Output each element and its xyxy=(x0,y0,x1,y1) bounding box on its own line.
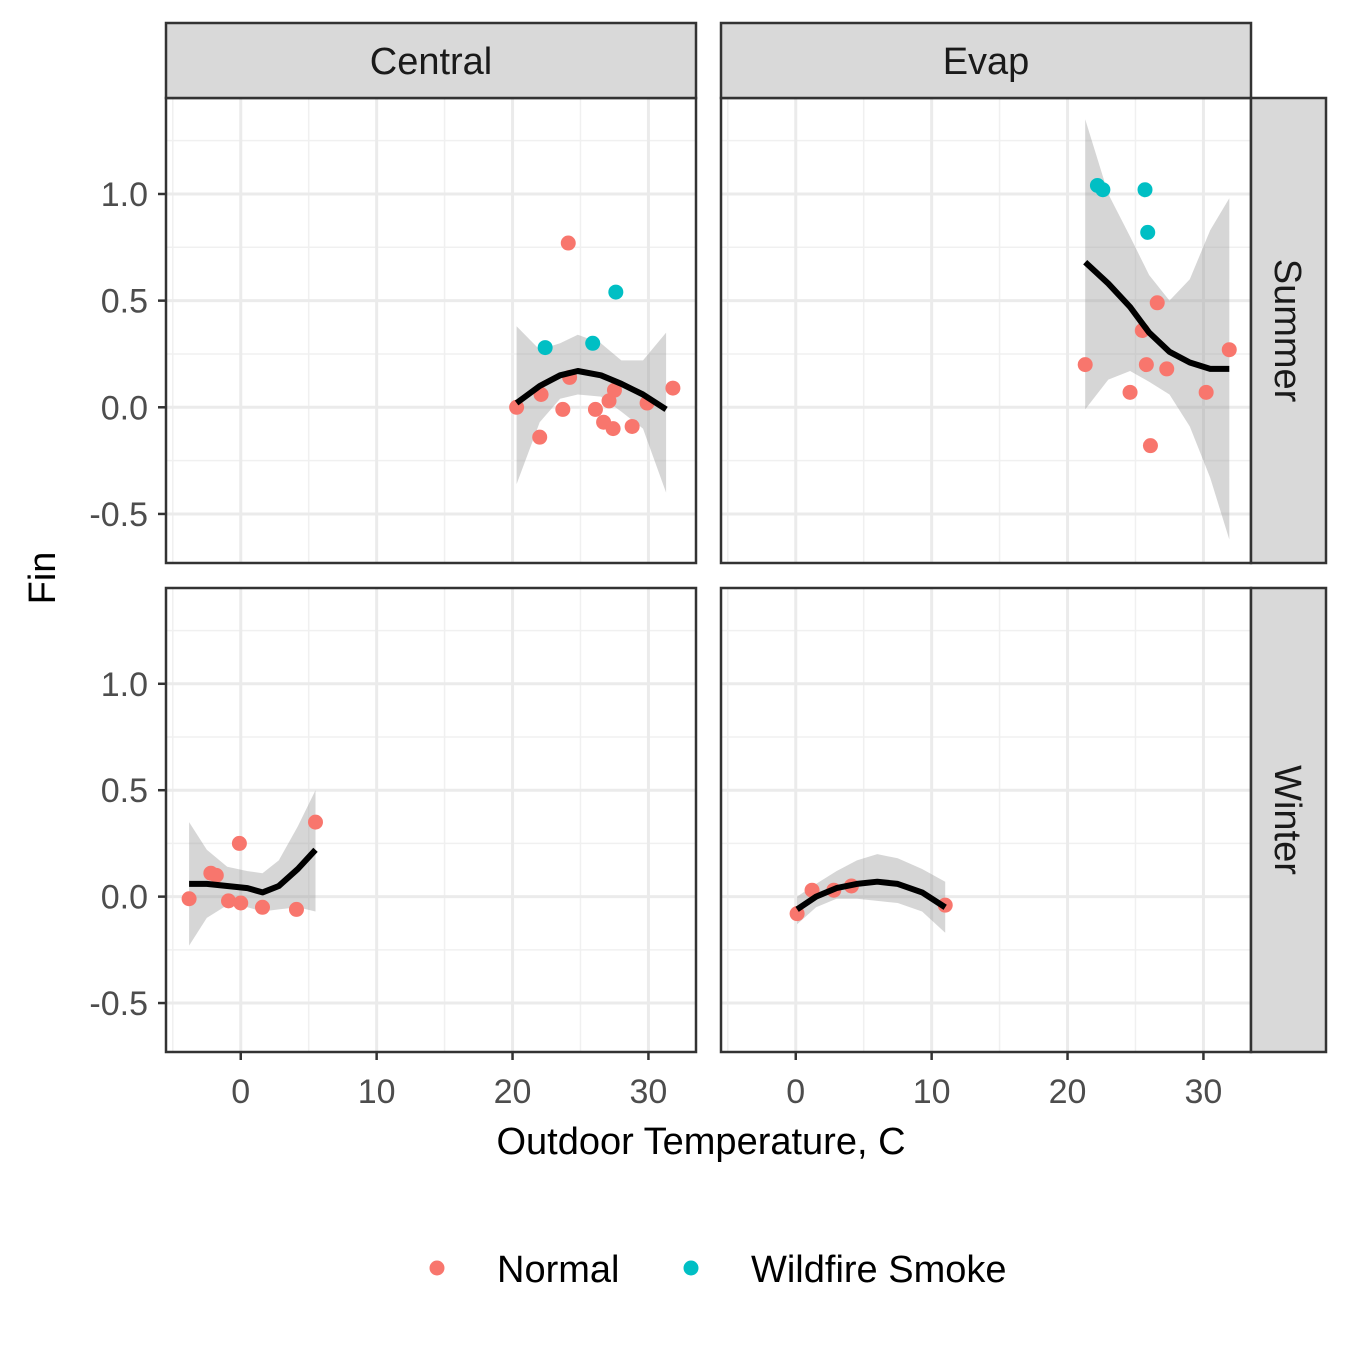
data-point-normal xyxy=(532,429,548,445)
data-point-normal xyxy=(1077,357,1093,373)
y-tick-label: 1.0 xyxy=(101,176,148,214)
panel-background xyxy=(166,588,696,1052)
data-point-normal xyxy=(288,901,304,917)
axes-layer: -0.5 0.0 0.5 1.0 -0.5 0.0 0.5 1.0 0 10 20 30 0 10 20 30 xyxy=(89,176,1222,1111)
smooth-line xyxy=(795,878,947,912)
data-point-normal xyxy=(560,235,576,251)
panel-evap-winter xyxy=(719,586,1253,1054)
x-tick-label: 30 xyxy=(630,1073,668,1111)
strip-background xyxy=(719,21,1253,100)
x-axis-title: Outdoor Temperature, C xyxy=(496,1121,905,1163)
y-tick-label: -0.5 xyxy=(89,985,148,1023)
strip-background xyxy=(1249,96,1328,565)
legend-label: Wildfire Smoke xyxy=(751,1249,1007,1291)
legend-key xyxy=(429,1260,445,1276)
y-tick-label: 0.0 xyxy=(101,879,148,917)
data-point-wildfire-smoke xyxy=(608,284,624,300)
legend-label: Normal xyxy=(497,1249,619,1291)
y-axis-title: Fin xyxy=(22,552,64,605)
strip-background xyxy=(164,21,698,100)
data-point-wildfire-smoke xyxy=(585,335,601,351)
smooth-line xyxy=(189,847,318,896)
y-tick-label: -0.5 xyxy=(89,496,148,534)
x-tick-label: 10 xyxy=(358,1073,396,1111)
data-point-normal xyxy=(181,891,197,907)
confidence-band xyxy=(1085,119,1230,540)
data-point-normal xyxy=(1149,295,1165,311)
panel-background xyxy=(721,588,1251,1052)
data-point-wildfire-smoke xyxy=(1137,182,1153,198)
strips-layer: Central Evap Summer Winter xyxy=(164,21,1328,1054)
data-point-normal xyxy=(1142,438,1158,454)
panel-central-summer xyxy=(164,96,698,565)
y-tick-label: 0.5 xyxy=(101,772,148,810)
data-point-wildfire-smoke xyxy=(1140,224,1156,240)
data-point-normal xyxy=(208,867,224,883)
x-tick-label: 30 xyxy=(1185,1073,1223,1111)
smooth-line xyxy=(514,368,668,412)
data-point-wildfire-smoke xyxy=(1095,182,1111,198)
y-tick-label: 1.0 xyxy=(101,666,148,704)
legend: Normal Wildfire Smoke xyxy=(429,1249,1007,1291)
data-point-normal xyxy=(1138,357,1154,373)
strip-label: Summer xyxy=(1266,259,1308,403)
data-point-normal xyxy=(231,835,247,851)
strip-summer: Summer xyxy=(1249,96,1328,565)
strip-evap: Evap xyxy=(719,21,1253,100)
confidence-band xyxy=(516,326,667,493)
panel-central-winter xyxy=(164,586,698,1054)
legend-entry-normal: Normal xyxy=(429,1249,619,1291)
data-point-normal xyxy=(606,382,622,398)
legend-key xyxy=(683,1260,699,1276)
y-tick-label: 0.5 xyxy=(101,283,148,321)
data-point-normal xyxy=(1198,384,1214,400)
legend-entry-wildfire-smoke: Wildfire Smoke xyxy=(683,1249,1007,1291)
data-point-normal xyxy=(555,401,571,417)
panel-background xyxy=(721,98,1251,563)
strip-background xyxy=(1249,586,1328,1054)
data-point-normal xyxy=(1122,384,1138,400)
data-point-normal xyxy=(1159,361,1175,377)
data-point-normal xyxy=(587,401,603,417)
strip-label: Central xyxy=(370,41,493,83)
data-point-normal xyxy=(605,421,621,437)
panel-border xyxy=(164,586,698,1054)
confidence-band xyxy=(797,854,946,933)
data-point-normal xyxy=(1221,342,1237,358)
data-point-normal xyxy=(221,893,237,909)
data-point-normal xyxy=(254,899,270,915)
x-tick-label: 0 xyxy=(786,1073,805,1111)
x-tick-label: 0 xyxy=(231,1073,250,1111)
x-tick-label: 20 xyxy=(494,1073,532,1111)
x-tick-label: 10 xyxy=(913,1073,951,1111)
data-point-normal xyxy=(665,380,681,396)
panels-layer xyxy=(164,96,1253,1054)
data-point-normal xyxy=(307,814,323,830)
confidence-band xyxy=(189,790,316,946)
x-tick-label: 20 xyxy=(1049,1073,1087,1111)
data-point-normal xyxy=(624,418,640,434)
data-point-wildfire-smoke xyxy=(537,340,553,356)
smooth-line xyxy=(1083,259,1230,372)
y-tick-label: 0.0 xyxy=(101,389,148,427)
strip-central: Central xyxy=(164,21,698,100)
strip-winter: Winter xyxy=(1249,586,1328,1054)
strip-label: Evap xyxy=(943,41,1030,83)
data-point-normal xyxy=(233,895,249,911)
panel-evap-summer xyxy=(719,96,1253,565)
panel-background xyxy=(166,98,696,563)
strip-label: Winter xyxy=(1266,765,1308,875)
